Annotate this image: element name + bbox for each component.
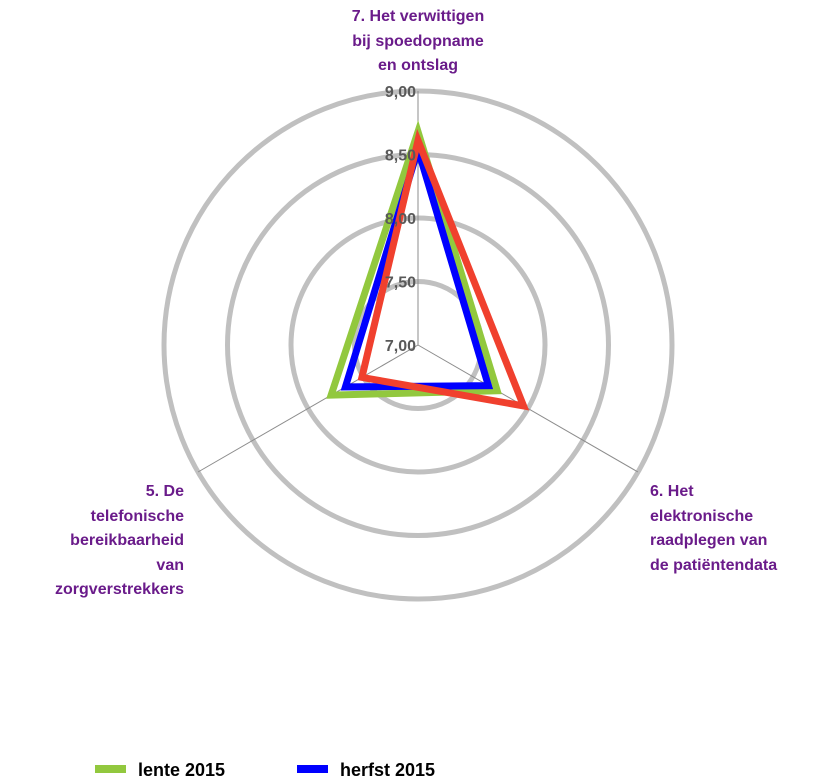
legend-swatch [297,765,328,773]
series-line [326,120,502,399]
category-label: 5. De telefonische bereikbaarheid van zo… [55,483,184,598]
legend-label: herfst 2015 [340,760,435,780]
spoke [197,344,419,473]
legend-swatch [95,765,126,773]
r-tick-label: 9,00 [385,84,416,101]
category-label: 6. Het elektronische raadplegen van de p… [650,483,778,574]
r-tick-label: 8,00 [385,211,416,228]
r-tick-label: 7,00 [385,338,416,355]
series-line [357,128,530,411]
category-label: 7. Het verwittigen bij spoedopname en on… [351,8,485,74]
legend-label: lente 2015 [138,760,225,780]
r-tick-label: 8,50 [385,148,416,165]
r-tick-label: 7,50 [385,275,416,292]
